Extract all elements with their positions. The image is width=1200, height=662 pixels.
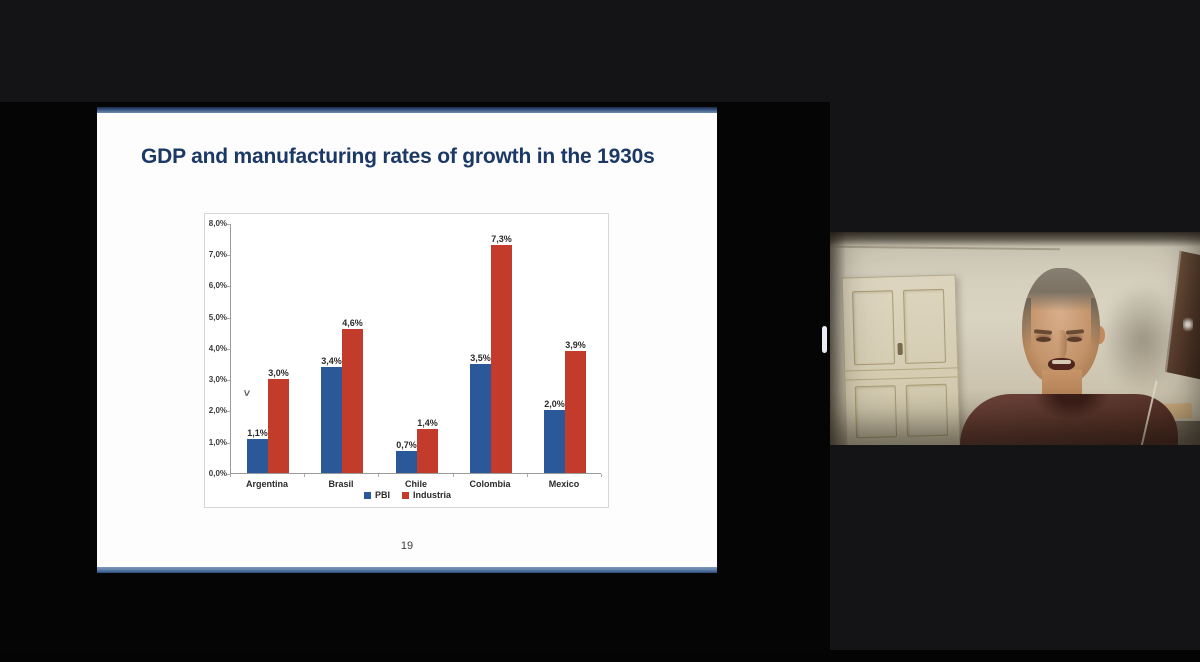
y-tick-mark — [227, 349, 230, 350]
x-tick-mark — [527, 474, 528, 477]
category-label: Colombia — [469, 479, 511, 489]
light-reflection — [1183, 316, 1193, 333]
y-tick-mark — [227, 318, 230, 319]
bar-value-label: 3,4% — [321, 356, 342, 366]
person-eyebrow — [1065, 329, 1085, 335]
person-eyebrow — [1033, 329, 1053, 335]
category-label: Mexico — [548, 479, 580, 489]
y-tick-label: 0,0% — [208, 469, 227, 478]
slide-title: GDP and manufacturing rates of growth in… — [141, 145, 655, 168]
person-nose — [1056, 330, 1067, 360]
bar-value-label: 3,9% — [565, 340, 586, 350]
x-tick-mark — [378, 474, 379, 477]
door-frame — [1164, 250, 1200, 380]
y-tick-mark — [227, 286, 230, 287]
bar-industria-chile — [417, 429, 438, 473]
person-shirt — [960, 394, 1178, 445]
bar-pbi-chile — [396, 451, 417, 473]
bar-value-label: 3,0% — [268, 368, 289, 378]
legend-label: PBI — [374, 490, 390, 500]
bar-industria-mexico — [565, 351, 586, 473]
person-neck — [1042, 370, 1082, 408]
person-hair-side — [1091, 298, 1100, 350]
bar-value-label: 1,4% — [417, 418, 438, 428]
person-mouth — [1048, 358, 1075, 371]
bar-value-label: 3,5% — [470, 353, 491, 363]
cabinet-panel — [854, 385, 898, 439]
window-bottom-strip — [0, 650, 1200, 662]
y-tick-mark — [227, 255, 230, 256]
y-tick-label: 2,0% — [208, 406, 227, 415]
category-label: Chile — [404, 479, 427, 489]
y-tick-label: 8,0% — [208, 219, 227, 228]
y-tick-mark — [227, 380, 230, 381]
y-tick-label: 5,0% — [208, 313, 227, 322]
y-tick-label: 1,0% — [208, 438, 227, 447]
cabinet-knob — [897, 342, 903, 356]
bar-industria-brasil — [342, 329, 363, 473]
legend-item-pbi: PBI — [363, 490, 390, 500]
person-ear — [1094, 326, 1105, 344]
bar-value-label: 2,0% — [544, 399, 565, 409]
cabinet-panel — [852, 290, 896, 366]
y-tick-mark — [227, 224, 230, 225]
bar-industria-colombia — [491, 245, 512, 473]
slide-accent-bar-top — [97, 107, 717, 113]
bar-chart: 1,1% 3,0% 3,4% 4,6% 0,7% 1,4% 3,5% 7,3% 2,0% 3,9%… — [204, 213, 609, 508]
participant-video-tile — [830, 232, 1200, 445]
cabinet-panel — [905, 383, 949, 437]
corner-shadow — [1114, 421, 1200, 445]
y-tick-mark — [227, 474, 230, 475]
person-head — [1022, 268, 1100, 384]
cabinet-mid-rail — [845, 367, 958, 381]
person-hair — [1022, 268, 1100, 311]
white-cabinet — [841, 274, 961, 445]
bar-pbi-mexico — [544, 410, 565, 473]
legend-label: Industria — [413, 490, 452, 500]
chart-plot: 1,1% 3,0% 3,4% 4,6% 0,7% 1,4% 3,5% 7,3% 2,0% 3,9% — [230, 224, 601, 474]
chin-shadow — [1046, 373, 1076, 381]
bar-pbi-brasil — [321, 367, 342, 473]
bar-value-label: 1,1% — [247, 428, 268, 438]
y-tick-label: 4,0% — [208, 344, 227, 353]
wall-shadow — [1085, 262, 1200, 417]
mouse-pointer: > — [239, 389, 253, 397]
bar-value-label: 7,3% — [491, 234, 512, 244]
y-tick-mark — [227, 443, 230, 444]
bar-pbi-colombia — [470, 364, 491, 473]
legend-swatch — [363, 491, 371, 499]
person-eye — [1067, 337, 1082, 342]
side-furniture — [1131, 402, 1193, 421]
person-teeth — [1052, 360, 1071, 364]
legend-swatch — [402, 491, 409, 499]
x-tick-mark — [230, 474, 231, 477]
category-label: Argentina — [245, 479, 288, 489]
person-hair-side — [1022, 298, 1031, 350]
person-eye — [1036, 337, 1051, 342]
bar-value-label: 0,7% — [396, 440, 417, 450]
category-label: Brasil — [328, 479, 354, 489]
legend-item-industria: Industria — [402, 490, 451, 500]
x-tick-mark — [453, 474, 454, 477]
x-tick-mark — [304, 474, 305, 477]
x-tick-mark — [601, 474, 602, 477]
presentation-slide: GDP and manufacturing rates of growth in… — [97, 107, 717, 573]
y-tick-label: 7,0% — [208, 250, 227, 259]
shirt-collar — [1034, 394, 1110, 420]
y-tick-label: 3,0% — [208, 375, 227, 384]
chart-legend: PBI Industria — [205, 490, 610, 500]
y-tick-mark — [227, 411, 230, 412]
slide-page-number: 19 — [400, 540, 414, 552]
panel-resize-handle[interactable] — [822, 326, 827, 353]
slide-accent-bar-bottom — [97, 567, 717, 573]
y-tick-label: 6,0% — [208, 281, 227, 290]
bar-value-label: 4,6% — [342, 318, 363, 328]
wall-picture-rail — [830, 245, 1061, 251]
cabinet-panel — [902, 288, 947, 364]
earphone-cord — [1140, 380, 1158, 445]
bar-industria-argentina — [268, 379, 289, 473]
bar-pbi-argentina — [247, 439, 268, 473]
